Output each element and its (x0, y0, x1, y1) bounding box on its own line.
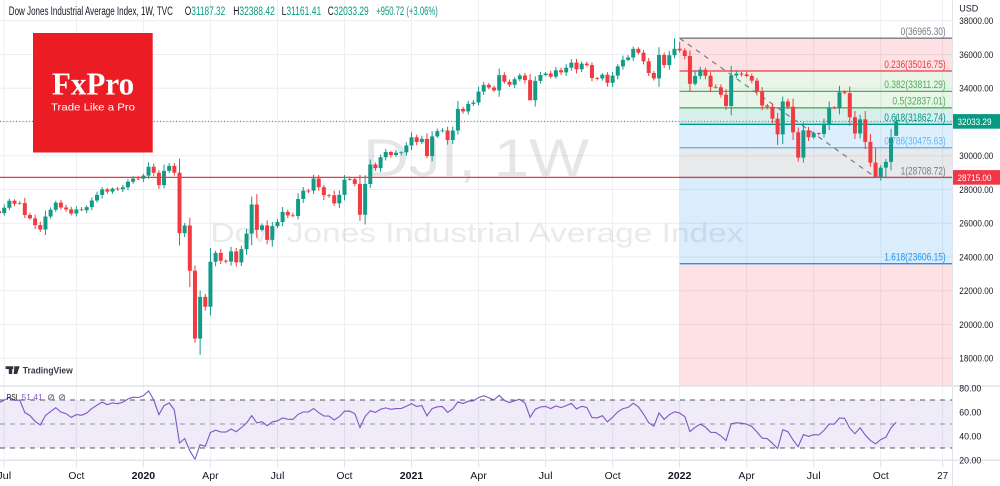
svg-text:20.00: 20.00 (959, 455, 981, 466)
svg-text:1.618(23606.15): 1.618(23606.15) (884, 251, 946, 263)
svg-text:0.382(33811.29): 0.382(33811.29) (884, 79, 946, 91)
svg-text:2020: 2020 (132, 470, 156, 482)
svg-text:Apr: Apr (470, 470, 487, 482)
svg-text:RSI: RSI (7, 392, 18, 402)
svg-text:0.618(31862.74): 0.618(31862.74) (884, 112, 946, 124)
svg-text:34000.00: 34000.00 (959, 84, 993, 95)
svg-text:Trade Like a Pro: Trade Like a Pro (51, 102, 135, 113)
svg-text:32033.29: 32033.29 (958, 117, 992, 128)
svg-text:Jul: Jul (270, 470, 284, 482)
svg-text:Jul: Jul (0, 470, 11, 482)
svg-text:28000.00: 28000.00 (959, 185, 993, 196)
svg-text:USD: USD (959, 4, 978, 15)
svg-text:0.236(35016.75): 0.236(35016.75) (884, 59, 946, 71)
svg-text:L31161.41: L31161.41 (282, 6, 322, 18)
svg-text:Oct: Oct (605, 470, 621, 482)
svg-text:18000.00: 18000.00 (959, 354, 993, 365)
svg-text:Dow Jones Industrial Average I: Dow Jones Industrial Average Index, 1W, … (9, 6, 173, 18)
svg-text:Oct: Oct (873, 470, 889, 482)
svg-text:DJI, 1W: DJI, 1W (363, 129, 589, 188)
svg-text:1(28708.72): 1(28708.72) (901, 165, 946, 177)
svg-text:0(36965.30): 0(36965.30) (901, 26, 946, 38)
svg-text:Oct: Oct (68, 470, 84, 482)
svg-text:80.00: 80.00 (959, 383, 981, 394)
svg-text:22000.00: 22000.00 (959, 286, 993, 297)
svg-text:28715.00: 28715.00 (958, 173, 992, 184)
svg-text:2022: 2022 (668, 470, 692, 482)
svg-text:Jul: Jul (807, 470, 821, 482)
svg-text:FxPro: FxPro (52, 65, 134, 101)
svg-text:0.5(32837.01): 0.5(32837.01) (892, 96, 945, 108)
svg-text:Jul: Jul (539, 470, 553, 482)
svg-text:26000.00: 26000.00 (959, 219, 993, 230)
svg-text:0.786(30475.63): 0.786(30475.63) (884, 136, 946, 148)
svg-text:TradingView: TradingView (23, 366, 74, 377)
svg-text:27: 27 (937, 470, 948, 482)
svg-text:20000.00: 20000.00 (959, 320, 993, 331)
svg-text:H32388.42: H32388.42 (233, 6, 275, 18)
svg-text:24000.00: 24000.00 (959, 252, 993, 263)
svg-text:Oct: Oct (336, 470, 352, 482)
svg-text:51.41: 51.41 (22, 392, 44, 402)
svg-text:O31187.32: O31187.32 (185, 6, 226, 18)
svg-text:2021: 2021 (400, 470, 424, 482)
svg-text:60.00: 60.00 (959, 407, 981, 418)
svg-text:Apr: Apr (738, 470, 755, 482)
svg-text:38000.00: 38000.00 (959, 16, 993, 27)
svg-text:C32033.29: C32033.29 (328, 6, 369, 18)
svg-text:Apr: Apr (202, 470, 219, 482)
svg-text:30000.00: 30000.00 (959, 151, 993, 162)
svg-text:36000.00: 36000.00 (959, 50, 993, 61)
svg-text:Dow Jones Industrial Average I: Dow Jones Industrial Average Index (211, 218, 745, 248)
svg-text:40.00: 40.00 (959, 431, 981, 442)
svg-text:+950.72 (+3.06%): +950.72 (+3.06%) (376, 6, 438, 18)
